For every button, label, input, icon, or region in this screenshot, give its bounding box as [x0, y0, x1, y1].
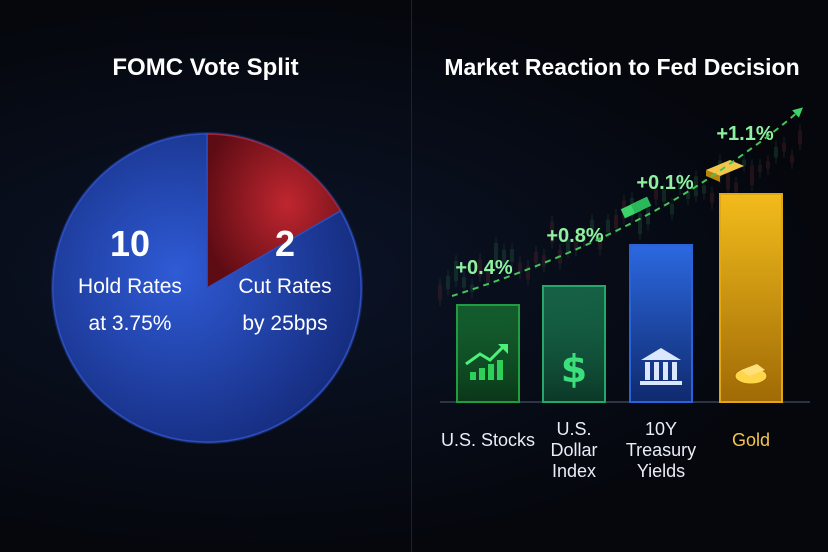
- x-axis-label: Gold: [731, 430, 771, 450]
- candle-body: [534, 251, 538, 264]
- candle-body: [662, 189, 666, 202]
- candle-body: [710, 192, 714, 204]
- pie-slice-label: Hold Rates: [78, 275, 182, 298]
- pie-title: FOMC Vote Split: [112, 54, 299, 81]
- candle-body: [742, 159, 746, 166]
- candle-body: [598, 238, 602, 250]
- bank-icon: [640, 348, 682, 385]
- bar-value-label: +0.1%: [636, 172, 693, 194]
- candle-body: [502, 249, 506, 264]
- candle-body: [606, 219, 610, 233]
- pie-value-label: 10: [110, 223, 150, 264]
- candle-body: [478, 259, 482, 277]
- candle-body: [646, 207, 650, 225]
- trend-arrow: [451, 107, 803, 297]
- candle-body: [454, 260, 458, 281]
- candle-body: [550, 221, 554, 243]
- gold-bars-icon: [734, 364, 768, 385]
- x-axis-label: 10Y Treasury Yields: [625, 419, 697, 481]
- panel-divider: [411, 0, 412, 552]
- candle-body: [798, 130, 802, 145]
- candle-body: [462, 277, 466, 288]
- candle-body: [670, 204, 674, 215]
- pie-value-label: 2: [275, 223, 295, 264]
- dollar-icon: $: [561, 347, 587, 391]
- candle-body: [654, 188, 658, 200]
- candle-body: [590, 219, 594, 237]
- candle-body: [638, 213, 642, 235]
- svg-text:$: $: [561, 347, 587, 391]
- pie-slice-hold-rates: [52, 133, 362, 443]
- floating-gold-bar-icon: [706, 160, 744, 182]
- candle-body: [734, 182, 738, 192]
- candle-body: [782, 142, 786, 152]
- candle-body: [582, 233, 586, 241]
- candle-body: [750, 165, 754, 186]
- pie-outline: [51, 132, 363, 444]
- candle-body: [758, 164, 762, 172]
- candle-body: [526, 266, 530, 280]
- pie-slice-label: Cut Rates: [238, 275, 331, 298]
- candle-body: [774, 146, 778, 158]
- candle-body: [686, 191, 690, 200]
- candle-body: [510, 249, 514, 262]
- bar-value-label: +0.4%: [455, 257, 512, 279]
- candle-body: [574, 242, 578, 251]
- vote-split-pie: 10 Hold Rates at 3.75% 2 Cut Rates by 25bps: [51, 132, 363, 444]
- candle-body: [470, 284, 474, 292]
- bar-title: Market Reaction to Fed Decision: [444, 54, 800, 80]
- candle-body: [494, 243, 498, 265]
- bar-value-label: +0.8%: [546, 225, 603, 247]
- candle-body: [678, 177, 682, 190]
- candle-body: [438, 284, 442, 300]
- candle-body: [726, 169, 730, 190]
- candle-body: [518, 262, 522, 274]
- bar-u-s-dollar-index: [542, 285, 606, 403]
- x-axis-label: U.S. Stocks: [440, 430, 536, 450]
- candle-body: [702, 185, 706, 194]
- candle-body: [614, 215, 618, 229]
- candle-body: [766, 161, 770, 169]
- bar-value-label: +1.1%: [716, 123, 773, 145]
- floating-cash-icon: [620, 196, 652, 219]
- candle-body: [566, 239, 570, 252]
- candle-body: [790, 155, 794, 163]
- x-axis-label: U.S. Dollar Index: [550, 419, 598, 481]
- candle-body: [446, 276, 450, 290]
- candle-body: [486, 268, 490, 283]
- pie-slice-cut-rates: [206, 133, 342, 290]
- bar-10y-treasury-yields: [629, 244, 693, 403]
- pie-slice-sublabel: by 25bps: [242, 312, 327, 335]
- pie-slice-sublabel: at 3.75%: [89, 312, 172, 335]
- bar-u-s-stocks: [456, 304, 520, 403]
- chart-up-icon: [465, 344, 508, 380]
- candle-body: [542, 254, 546, 267]
- bars-group: +0.4% +0.8% $ +0.1% +1.1%: [455, 123, 783, 403]
